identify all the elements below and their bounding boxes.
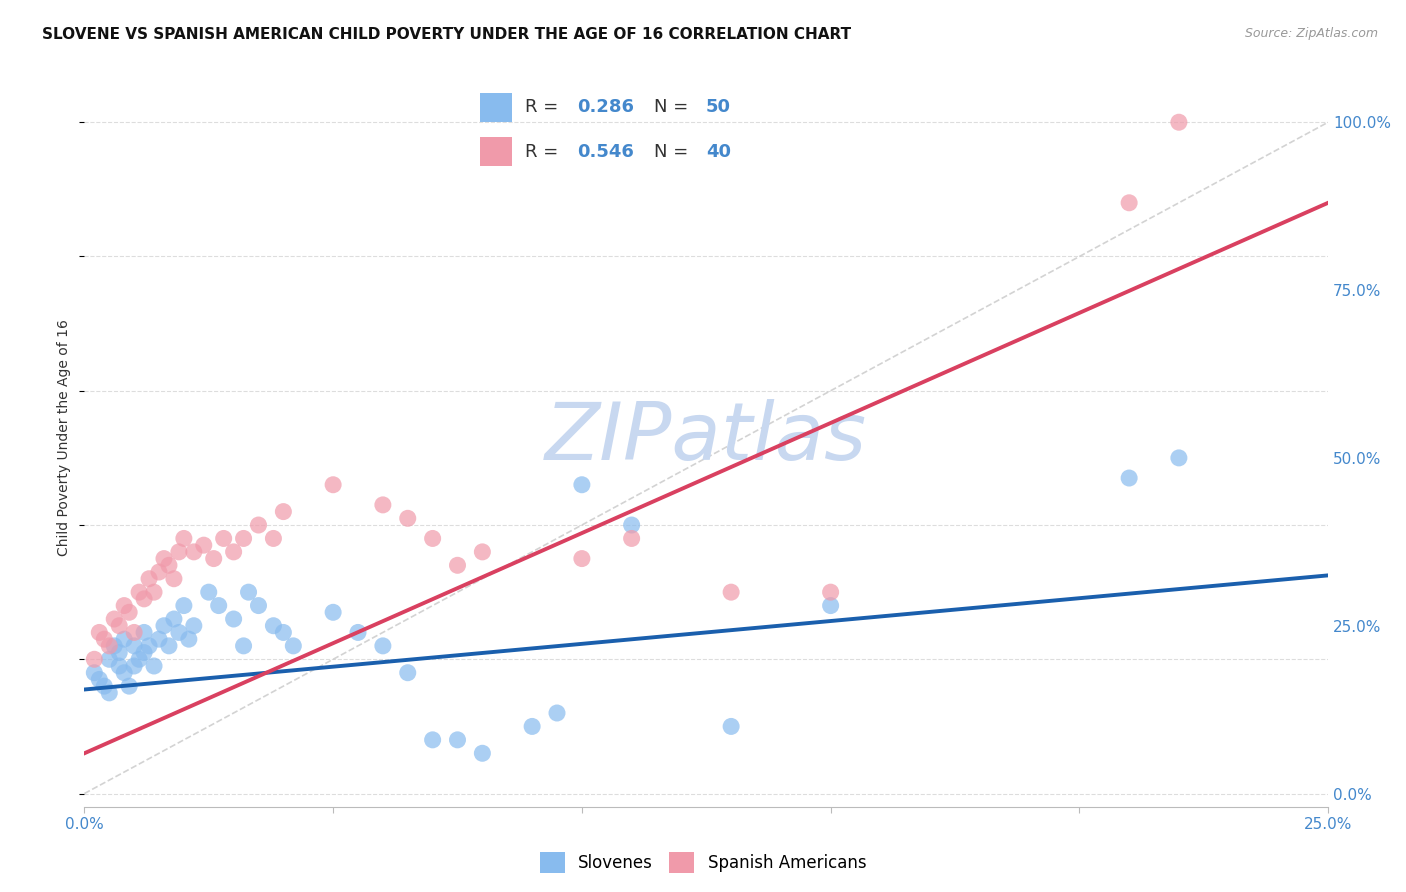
Point: [446, 558, 468, 573]
Point: [202, 551, 225, 566]
Point: [1167, 450, 1189, 465]
Point: [148, 632, 170, 647]
Text: Source: ZipAtlas.com: Source: ZipAtlas.com: [1244, 27, 1378, 40]
Point: [247, 599, 270, 613]
Point: [167, 545, 190, 559]
Point: [173, 599, 195, 613]
Point: [153, 618, 176, 632]
Point: [446, 732, 468, 747]
Point: [222, 612, 245, 626]
Point: [222, 545, 245, 559]
Point: [143, 659, 166, 673]
Point: [820, 585, 842, 599]
Point: [571, 551, 593, 566]
Point: [422, 532, 444, 546]
Text: SLOVENE VS SPANISH AMERICAN CHILD POVERTY UNDER THE AGE OF 16 CORRELATION CHART: SLOVENE VS SPANISH AMERICAN CHILD POVERT…: [42, 27, 851, 42]
Point: [1167, 115, 1189, 129]
Point: [143, 585, 166, 599]
Point: [157, 558, 180, 573]
Point: [232, 639, 254, 653]
Point: [571, 477, 593, 491]
Point: [122, 639, 145, 653]
Point: [620, 518, 643, 533]
Point: [89, 625, 111, 640]
Point: [720, 719, 742, 733]
Point: [471, 545, 494, 559]
Point: [396, 511, 419, 525]
Point: [262, 618, 284, 632]
Point: [93, 632, 115, 647]
Point: [820, 599, 842, 613]
Point: [273, 625, 295, 640]
Text: ZIPatlas: ZIPatlas: [546, 399, 868, 476]
Point: [322, 477, 344, 491]
Point: [103, 639, 125, 653]
Point: [197, 585, 219, 599]
Point: [108, 659, 131, 673]
Point: [322, 605, 344, 619]
Point: [238, 585, 260, 599]
Point: [83, 665, 105, 680]
Point: [112, 632, 135, 647]
Point: [273, 505, 295, 519]
Point: [89, 673, 111, 687]
Point: [371, 639, 394, 653]
Point: [232, 532, 254, 546]
Point: [422, 732, 444, 747]
Point: [471, 746, 494, 760]
Point: [157, 639, 180, 653]
Point: [183, 618, 205, 632]
Point: [98, 686, 121, 700]
Point: [1118, 471, 1140, 485]
Point: [208, 599, 231, 613]
Legend: Slovenes, Spanish Americans: Slovenes, Spanish Americans: [533, 846, 873, 880]
Point: [173, 532, 195, 546]
Point: [177, 632, 200, 647]
Point: [163, 572, 186, 586]
Point: [122, 625, 145, 640]
Point: [128, 585, 150, 599]
Y-axis label: Child Poverty Under the Age of 16: Child Poverty Under the Age of 16: [58, 319, 72, 557]
Point: [83, 652, 105, 666]
Point: [1118, 195, 1140, 210]
Point: [148, 565, 170, 579]
Point: [132, 646, 155, 660]
Point: [98, 639, 121, 653]
Point: [183, 545, 205, 559]
Point: [262, 532, 284, 546]
Point: [132, 591, 155, 606]
Point: [163, 612, 186, 626]
Point: [132, 625, 155, 640]
Point: [167, 625, 190, 640]
Point: [546, 706, 568, 720]
Point: [620, 532, 643, 546]
Point: [520, 719, 543, 733]
Point: [112, 665, 135, 680]
Point: [396, 665, 419, 680]
Point: [138, 572, 160, 586]
Point: [118, 679, 141, 693]
Point: [371, 498, 394, 512]
Point: [138, 639, 160, 653]
Point: [108, 618, 131, 632]
Point: [247, 518, 270, 533]
Point: [93, 679, 115, 693]
Point: [98, 652, 121, 666]
Point: [112, 599, 135, 613]
Point: [118, 605, 141, 619]
Point: [122, 659, 145, 673]
Point: [283, 639, 305, 653]
Point: [212, 532, 235, 546]
Point: [153, 551, 176, 566]
Point: [103, 612, 125, 626]
Point: [193, 538, 215, 552]
Point: [720, 585, 742, 599]
Point: [128, 652, 150, 666]
Point: [108, 646, 131, 660]
Point: [347, 625, 370, 640]
